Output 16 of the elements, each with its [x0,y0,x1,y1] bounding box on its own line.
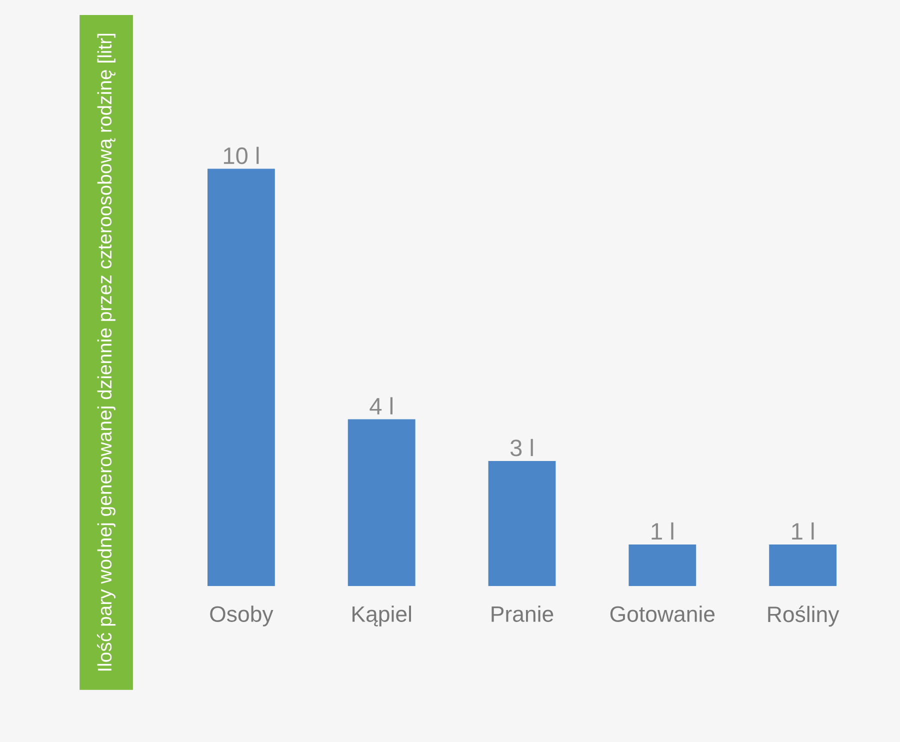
x-tick-label: Osoby [210,606,274,626]
bar [628,544,696,586]
x-tick-label: Pranie [492,606,554,622]
data-label: 4 l [370,397,392,414]
bar [208,168,275,586]
bar [769,544,836,586]
bar [348,419,416,586]
bar [488,460,556,586]
data-label: 3 l [510,438,533,456]
y-axis-title: Ilość pary wodnej generowanej dziennie przez czteroosobową rodzinę [litr] [97,34,116,671]
x-tick-label: Kąpiel [352,606,411,626]
data-label: 1 l [652,522,674,540]
x-tick-label: Gotowanie [610,606,715,622]
data-label: 1 l [792,522,814,540]
data-label: 10 l [224,146,259,164]
x-tick-label: Rośliny [768,606,840,627]
